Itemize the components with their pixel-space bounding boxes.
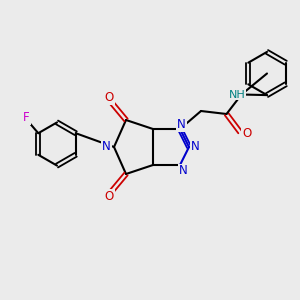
Text: F: F	[23, 111, 30, 124]
Text: N: N	[102, 140, 111, 154]
Text: N: N	[191, 140, 200, 154]
Text: O: O	[105, 190, 114, 203]
Text: N: N	[177, 118, 186, 131]
Text: O: O	[105, 91, 114, 104]
Text: NH: NH	[229, 89, 245, 100]
Text: N: N	[178, 164, 188, 178]
Text: O: O	[242, 127, 251, 140]
